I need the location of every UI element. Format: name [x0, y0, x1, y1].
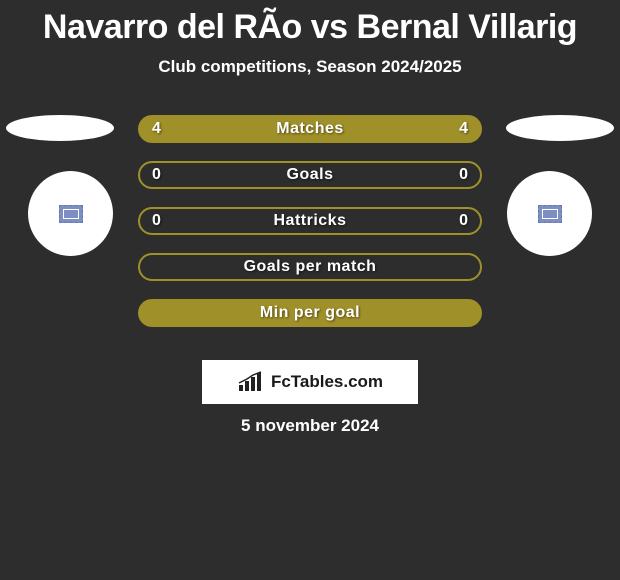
- stat-rows-container: 4 Matches 4 0 Goals 0 0 Hattricks 0 Goal…: [138, 115, 482, 345]
- page-subtitle: Club competitions, Season 2024/2025: [0, 57, 620, 77]
- stat-left-value: 0: [152, 166, 182, 184]
- branding-bar: FcTables.com: [202, 360, 418, 404]
- stat-right-value: 0: [438, 166, 468, 184]
- page-title: Navarro del RÃ­o vs Bernal Villarig: [0, 8, 620, 47]
- stat-right-value: 0: [438, 212, 468, 230]
- stat-label: Goals: [182, 166, 438, 184]
- stat-row-min-per-goal: Min per goal: [138, 299, 482, 327]
- date-text: 5 november 2024: [0, 416, 620, 436]
- stat-row-goals-per-match: Goals per match: [138, 253, 482, 281]
- stat-label: Hattricks: [182, 212, 438, 230]
- stat-row-goals: 0 Goals 0: [138, 161, 482, 189]
- left-team-badge: [28, 171, 113, 256]
- left-badge-flag-icon: [59, 205, 83, 223]
- stat-left-value: 0: [152, 212, 182, 230]
- right-team-badge: [507, 171, 592, 256]
- stat-label: Matches: [182, 120, 438, 138]
- left-ellipse-decoration: [6, 115, 114, 141]
- stat-label: Min per goal: [182, 304, 438, 322]
- stat-row-matches: 4 Matches 4: [138, 115, 482, 143]
- stat-right-value: 4: [438, 120, 468, 138]
- branding-text: FcTables.com: [271, 372, 383, 392]
- right-ellipse-decoration: [506, 115, 614, 141]
- right-badge-flag-icon: [538, 205, 562, 223]
- stat-label: Goals per match: [182, 258, 438, 276]
- stat-row-hattricks: 0 Hattricks 0: [138, 207, 482, 235]
- branding-chart-icon: [237, 371, 265, 393]
- stat-left-value: 4: [152, 120, 182, 138]
